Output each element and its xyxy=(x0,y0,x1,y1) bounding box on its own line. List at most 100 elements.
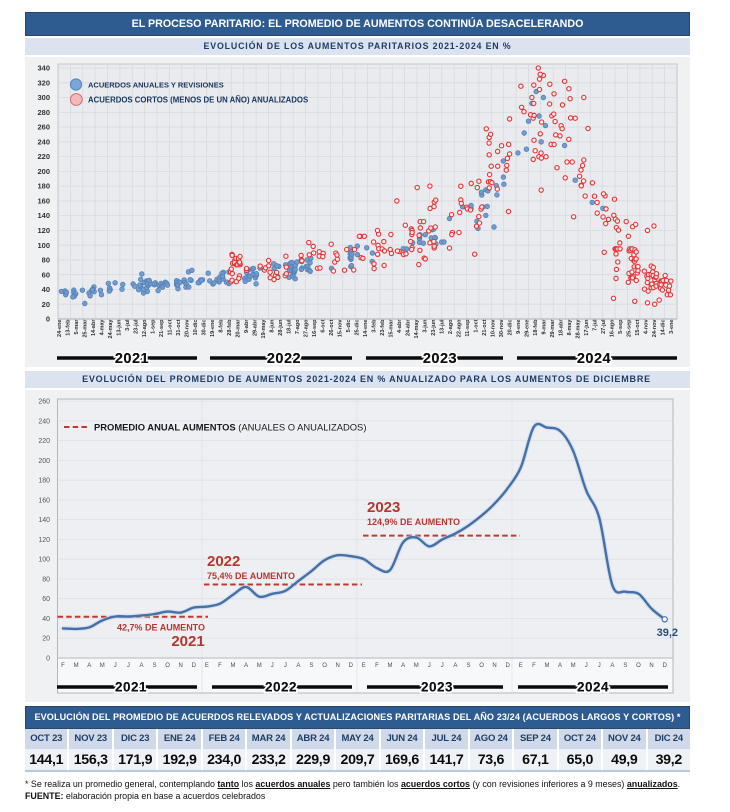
svg-text:J: J xyxy=(284,663,287,669)
svg-text:A: A xyxy=(87,663,91,669)
svg-text:J: J xyxy=(271,663,274,669)
svg-text:14-may: 14-may xyxy=(414,319,420,339)
svg-text:20: 20 xyxy=(42,300,50,309)
svg-text:4-nov: 4-nov xyxy=(644,319,650,335)
svg-text:0: 0 xyxy=(46,655,50,662)
svg-text:124,9% DE AUMENTO: 124,9% DE AUMENTO xyxy=(367,517,460,527)
svg-text:2023: 2023 xyxy=(423,351,457,367)
svg-text:F: F xyxy=(61,663,65,669)
svg-text:ACUERDOS CORTOS (MENOS DE UN A: ACUERDOS CORTOS (MENOS DE UN AÑO) ANUALI… xyxy=(88,96,308,105)
svg-text:2022: 2022 xyxy=(267,351,301,367)
svg-text:24-abr: 24-abr xyxy=(406,319,412,336)
svg-text:29-mar: 29-mar xyxy=(550,319,556,338)
svg-text:O: O xyxy=(322,663,327,669)
svg-text:28-may: 28-may xyxy=(576,319,582,339)
svg-text:27-ago: 27-ago xyxy=(304,319,310,337)
svg-text:75,4% DE AUMENTO: 75,4% DE AUMENTO xyxy=(207,571,295,581)
svg-text:M: M xyxy=(414,663,419,669)
svg-text:2024: 2024 xyxy=(577,351,611,367)
svg-text:14-dic: 14-dic xyxy=(661,320,667,336)
svg-text:1-oct: 1-oct xyxy=(474,319,480,332)
svg-text:28-feb: 28-feb xyxy=(227,319,233,336)
svg-text:J: J xyxy=(585,663,588,669)
svg-text:27-jul: 27-jul xyxy=(601,319,607,334)
svg-text:100: 100 xyxy=(37,241,50,250)
svg-text:13-jun: 13-jun xyxy=(117,319,123,336)
svg-text:S: S xyxy=(466,663,470,669)
svg-text:E: E xyxy=(205,663,209,669)
svg-text:15-oct: 15-oct xyxy=(635,319,641,335)
svg-text:24-ene: 24-ene xyxy=(57,320,63,337)
svg-text:8-feb: 8-feb xyxy=(219,319,225,333)
svg-text:200: 200 xyxy=(37,167,50,176)
svg-text:7-jul: 7-jul xyxy=(593,319,599,331)
svg-text:J: J xyxy=(127,663,130,669)
svg-text:M: M xyxy=(388,663,393,669)
svg-text:25-mar: 25-mar xyxy=(83,319,89,338)
svg-text:A: A xyxy=(401,663,405,669)
svg-text:2021: 2021 xyxy=(115,351,149,367)
svg-text:E: E xyxy=(362,663,366,669)
svg-text:8-jun: 8-jun xyxy=(270,319,276,333)
svg-text:340: 340 xyxy=(37,64,50,73)
svg-text:A: A xyxy=(558,663,562,669)
svg-text:300: 300 xyxy=(37,93,50,102)
svg-text:PROMEDIO ANUAL AUMENTOS (ANUAL: PROMEDIO ANUAL AUMENTOS (ANUALES O ANUAL… xyxy=(94,422,366,433)
svg-text:18-abr: 18-abr xyxy=(559,319,565,336)
svg-text:14-abr: 14-abr xyxy=(91,319,97,336)
svg-text:240: 240 xyxy=(38,418,50,425)
svg-text:2022: 2022 xyxy=(265,680,297,695)
svg-text:2024: 2024 xyxy=(577,351,611,367)
svg-text:100: 100 xyxy=(38,557,50,564)
svg-text:A: A xyxy=(296,663,300,669)
svg-text:140: 140 xyxy=(37,211,50,220)
svg-text:60: 60 xyxy=(42,270,50,279)
svg-text:18-feb: 18-feb xyxy=(533,319,539,336)
svg-text:2021: 2021 xyxy=(115,680,147,695)
svg-text:O: O xyxy=(636,663,641,669)
svg-text:D: D xyxy=(506,663,511,669)
svg-text:E: E xyxy=(519,663,523,669)
svg-text:20-nov: 20-nov xyxy=(185,319,191,338)
svg-text:8-may: 8-may xyxy=(567,319,573,336)
svg-text:N: N xyxy=(179,663,183,669)
svg-text:3-feb: 3-feb xyxy=(372,319,378,333)
svg-text:S: S xyxy=(153,663,157,669)
svg-text:J: J xyxy=(428,663,431,669)
svg-text:10-nov: 10-nov xyxy=(491,319,497,338)
svg-text:15-mar: 15-mar xyxy=(389,319,395,338)
svg-text:2022: 2022 xyxy=(207,553,240,570)
svg-text:280: 280 xyxy=(37,108,50,117)
svg-text:9-abr: 9-abr xyxy=(244,319,250,333)
svg-text:220: 220 xyxy=(37,152,50,161)
svg-text:2024: 2024 xyxy=(577,680,609,695)
svg-text:S: S xyxy=(623,663,627,669)
svg-text:200: 200 xyxy=(38,458,50,465)
svg-text:3-ene: 3-ene xyxy=(669,320,675,334)
svg-text:M: M xyxy=(100,663,105,669)
svg-text:3-jun: 3-jun xyxy=(423,319,429,333)
svg-text:31-oct: 31-oct xyxy=(176,319,182,335)
svg-text:17-jun: 17-jun xyxy=(584,319,590,336)
svg-text:240: 240 xyxy=(37,137,50,146)
svg-text:20-mar: 20-mar xyxy=(236,319,242,338)
svg-text:A: A xyxy=(244,663,248,669)
svg-text:0: 0 xyxy=(46,315,50,324)
svg-text:16-ago: 16-ago xyxy=(610,319,616,337)
svg-text:40: 40 xyxy=(42,285,50,294)
svg-text:180: 180 xyxy=(37,182,50,191)
svg-text:12-ago: 12-ago xyxy=(142,319,148,337)
svg-text:160: 160 xyxy=(37,197,50,206)
svg-text:2-ago: 2-ago xyxy=(448,319,454,334)
svg-text:2021: 2021 xyxy=(171,633,204,650)
svg-text:D: D xyxy=(349,663,354,669)
svg-text:80: 80 xyxy=(42,256,50,265)
svg-text:1-sep: 1-sep xyxy=(151,319,157,334)
svg-text:N: N xyxy=(649,663,653,669)
svg-text:11-oct: 11-oct xyxy=(168,319,174,335)
svg-text:F: F xyxy=(532,663,536,669)
svg-text:320: 320 xyxy=(37,78,50,87)
svg-text:11-sep: 11-sep xyxy=(465,319,471,337)
svg-text:19-may: 19-may xyxy=(261,319,267,339)
svg-text:A: A xyxy=(453,663,457,669)
